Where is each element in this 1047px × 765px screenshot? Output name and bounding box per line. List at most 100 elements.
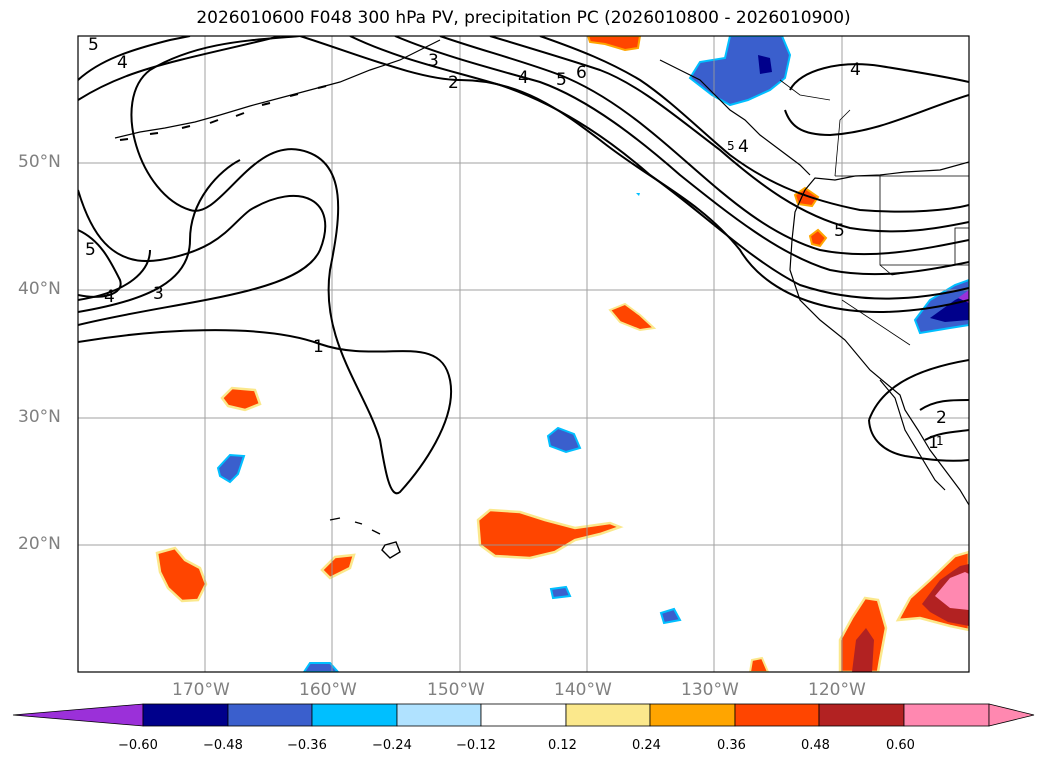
state-borders xyxy=(835,175,969,346)
contour-label: 1 xyxy=(928,433,939,453)
precip-shading xyxy=(155,36,969,672)
colorbar-tick: −0.12 xyxy=(456,738,496,753)
colorbar-extend-low xyxy=(12,703,144,727)
precip-neg-16n xyxy=(549,585,572,600)
precip-pos-alaska-top xyxy=(586,36,642,52)
lat-label: 20°N xyxy=(18,534,61,554)
contour-labels: 5 4 3 2 4 5 6 4 4 1 5 5 4 3 1 5 2 1 xyxy=(85,35,947,453)
contour-label: 1 xyxy=(936,434,944,448)
lon-label: 130°W xyxy=(681,680,739,700)
precip-pos-38n xyxy=(608,302,657,332)
colorbar-tick: 0.60 xyxy=(886,738,915,753)
precip-neg-10n xyxy=(302,662,340,672)
contour-label: 5 xyxy=(556,70,567,90)
contour-label: 5 xyxy=(834,221,845,241)
contour-label: 4 xyxy=(850,60,861,80)
precip-neg-26n xyxy=(216,453,246,484)
pv-contour-right-top xyxy=(784,63,969,137)
pv-contour-south-3 xyxy=(868,419,969,462)
map-title: 2026010600 F048 300 hPa PV, precipitatio… xyxy=(196,8,851,28)
lat-label: 30°N xyxy=(18,407,61,427)
contour-label: 5 xyxy=(88,35,99,55)
pv-contour-6 xyxy=(489,36,969,233)
precip-neg-dot xyxy=(636,193,640,196)
contour-label: 5 xyxy=(85,240,96,260)
colorbar-bin xyxy=(311,703,398,727)
precip-pos-17n xyxy=(155,546,208,603)
contour-label: 2 xyxy=(936,408,947,428)
colorbar-bin xyxy=(649,703,736,727)
precip-neg-28n xyxy=(546,426,582,454)
colorbar-bin xyxy=(396,703,482,727)
lon-label: 120°W xyxy=(808,680,866,700)
pv-contour-2 xyxy=(78,36,969,326)
lon-label: 170°W xyxy=(172,680,230,700)
precip-neg-alaska xyxy=(688,36,792,107)
contour-label: 3 xyxy=(153,284,164,304)
colorbar-tick: 0.36 xyxy=(717,738,746,753)
coastlines xyxy=(114,39,969,559)
lat-label: 40°N xyxy=(18,279,61,299)
colorbar-bin xyxy=(227,703,313,727)
contour-label: 4 xyxy=(104,287,115,307)
colorbar-tick: −0.48 xyxy=(203,738,243,753)
precip-pos-46n-b xyxy=(808,228,828,248)
coastline-aleutian-islands xyxy=(119,85,327,141)
precip-pos-mexico-core xyxy=(935,572,969,610)
pv-contour-7 xyxy=(539,36,969,213)
colorbar-bin xyxy=(142,703,229,727)
contour-label: 1 xyxy=(313,337,324,357)
precip-pos-baja-core xyxy=(852,628,874,672)
coastline-baja xyxy=(879,379,946,491)
pv-contour-left-loop xyxy=(78,229,122,298)
pv-contour-1 xyxy=(78,36,453,495)
colorbar-bin xyxy=(903,703,990,727)
colorbar-tick: 0.24 xyxy=(632,738,661,753)
pv-contour-5 xyxy=(439,36,969,256)
contour-label: 6 xyxy=(576,63,587,83)
canada-border xyxy=(779,79,851,177)
colorbar-bin xyxy=(565,703,651,727)
precip-pos-18n xyxy=(320,553,356,580)
contour-label: 5 xyxy=(727,139,735,153)
pv-contour-upper-left xyxy=(78,36,281,101)
colorbar-tick: −0.60 xyxy=(118,738,158,753)
colorbar-tick: −0.36 xyxy=(287,738,327,753)
pv-contour-3 xyxy=(78,36,969,313)
colorbar-extend-high xyxy=(988,703,1035,727)
precip-neg-14n xyxy=(659,607,682,625)
lat-label: 50°N xyxy=(18,152,61,172)
graticule xyxy=(78,36,969,672)
coastline-north-america xyxy=(789,161,969,506)
pv-contour-upper-left-2 xyxy=(78,36,191,81)
colorbar-bin xyxy=(480,703,567,727)
pv-contours xyxy=(78,36,969,495)
precip-neg-west-us-core xyxy=(930,293,969,322)
precip-pos-10n xyxy=(748,656,770,672)
colorbar-tick: 0.12 xyxy=(548,738,577,753)
precip-pos-31n xyxy=(220,386,262,412)
precip-neg-alaska-core xyxy=(758,55,772,74)
precip-pos-46n-a xyxy=(793,186,820,208)
coastline-aleutians xyxy=(114,39,441,139)
lon-label: 160°W xyxy=(299,680,357,700)
colorbar-bin xyxy=(818,703,905,727)
lon-label: 140°W xyxy=(554,680,612,700)
colorbar xyxy=(12,703,1035,727)
pv-contour-south-2 xyxy=(919,399,969,441)
contour-label: 4 xyxy=(518,68,529,88)
lon-label: 150°W xyxy=(427,680,485,700)
coastline-alaska xyxy=(659,59,811,176)
contour-label: 2 xyxy=(448,73,459,93)
contour-label: 4 xyxy=(738,137,749,157)
pv-contour-south-1 xyxy=(868,359,969,421)
map-frame xyxy=(77,35,970,673)
contour-label: 3 xyxy=(428,51,439,71)
colorbar-bin xyxy=(734,703,820,727)
colorbar-tick: −0.24 xyxy=(372,738,412,753)
hawaii-islands xyxy=(329,517,401,559)
contour-label: 4 xyxy=(117,53,128,73)
precip-pos-big xyxy=(476,508,624,560)
colorbar-tick: 0.48 xyxy=(801,738,830,753)
